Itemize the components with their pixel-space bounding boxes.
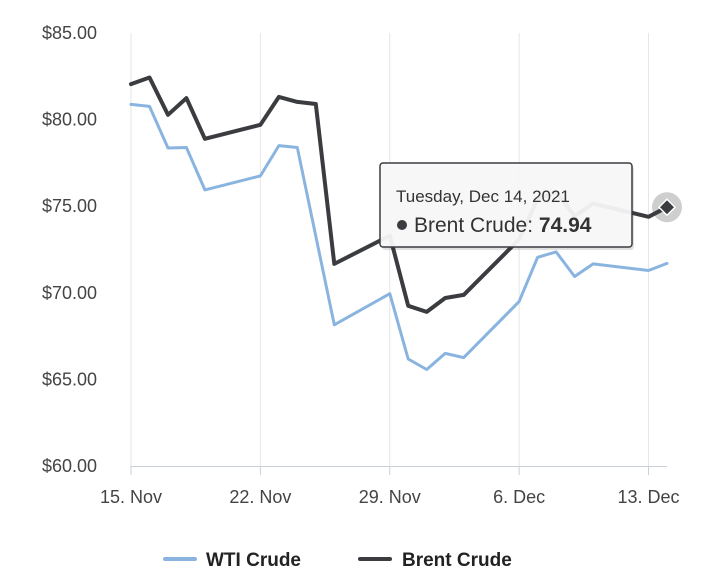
y-tick-label: $85.00 <box>42 23 97 43</box>
y-tick-label: $75.00 <box>42 196 97 216</box>
x-tick-label: 13. Dec <box>617 487 679 507</box>
x-axis: 15. Nov 22. Nov 29. Nov 6. Dec 13. Dec <box>100 466 680 507</box>
tooltip-series-dot <box>397 220 407 230</box>
y-tick-label: $65.00 <box>42 369 97 389</box>
x-tick-label: 6. Dec <box>493 487 545 507</box>
tooltip-box <box>379 162 633 248</box>
x-tick-label: 29. Nov <box>359 487 421 507</box>
legend-item-brent-crude-label: Brent Crude <box>402 550 512 571</box>
y-tick-label: $80.00 <box>42 110 97 130</box>
x-tick-label: 15. Nov <box>100 487 162 507</box>
tooltip-series-name: Brent Crude: <box>414 214 539 237</box>
y-axis-labels: $60.00 $65.00 $70.00 $75.00 $80.00 $85.00 <box>42 23 97 476</box>
x-tick-label: 22. Nov <box>229 487 291 507</box>
y-tick-label: $70.00 <box>42 283 97 303</box>
legend: WTI Crude Brent Crude <box>163 550 512 571</box>
wti-crude-line <box>129 102 669 371</box>
tooltip-value: 74.94 <box>539 214 592 237</box>
grid <box>130 33 650 466</box>
y-tick-label: $60.00 <box>42 456 97 476</box>
legend-item-wti-crude-label: WTI Crude <box>206 550 301 571</box>
tooltip: Tuesday, Dec 14, 2021 Brent Crude: 74.94 <box>379 162 634 250</box>
hover-point-marker <box>657 198 677 217</box>
tooltip-date: Tuesday, Dec 14, 2021 <box>396 187 570 206</box>
hover-marker[interactable] <box>652 192 682 223</box>
tooltip-series-line: Brent Crude: 74.94 <box>414 214 592 237</box>
